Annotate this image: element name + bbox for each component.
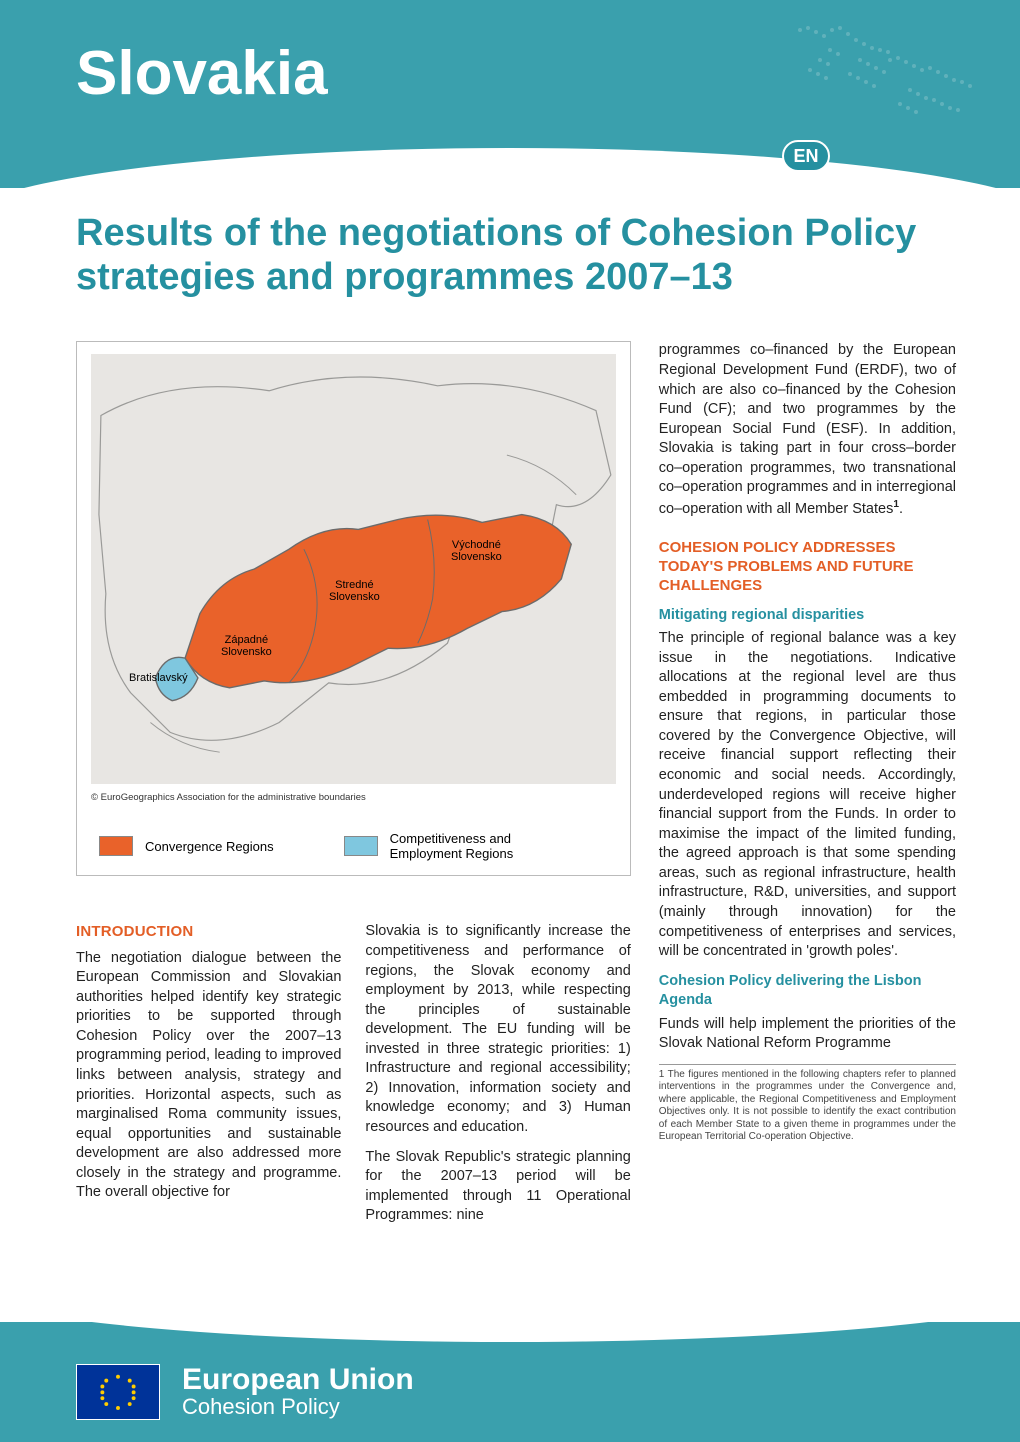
map-legend: Convergence Regions Competitiveness and …: [91, 831, 616, 861]
footer-band: European Union Cohesion Policy: [0, 1322, 1020, 1442]
intro-para-3: The Slovak Republic's strategic planning…: [365, 1148, 630, 1226]
left-column: VýchodnéSlovensko StrednéSlovensko Západ…: [76, 341, 631, 1235]
intro-columns: INTRODUCTION The negotiation dialogue be…: [76, 922, 631, 1235]
swatch-convergence: [99, 836, 133, 856]
subheading-2: Cohesion Policy delivering the Lisbon Ag…: [659, 972, 956, 1011]
footnote-1: 1 The figures mentioned in the following…: [659, 1064, 956, 1144]
europe-map-decoration: [760, 0, 1020, 160]
map-container: VýchodnéSlovensko StrednéSlovensko Západ…: [76, 341, 631, 876]
document-title: Results of the negotiations of Cohesion …: [76, 212, 956, 299]
main-columns: VýchodnéSlovensko StrednéSlovensko Západ…: [76, 341, 956, 1235]
footer-line-2: Cohesion Policy: [182, 1395, 414, 1419]
language-badge: EN: [782, 140, 830, 172]
subheading-1: Mitigating regional disparities: [659, 606, 956, 626]
intro-col-2: Slovakia is to significantly increase th…: [365, 922, 630, 1235]
sub2-para: Funds will help implement the priorities…: [659, 1015, 956, 1054]
intro-col-1: INTRODUCTION The negotiation dialogue be…: [76, 922, 341, 1235]
map-credit: © EuroGeographics Association for the ad…: [91, 792, 616, 803]
section-heading: COHESION POLICY ADDRESSES TODAY'S PROBLE…: [659, 539, 956, 595]
right-column: programmes co–financed by the European R…: [659, 341, 956, 1235]
slovakia-map: VýchodnéSlovensko StrednéSlovensko Západ…: [91, 354, 616, 784]
swatch-competitiveness: [344, 836, 378, 856]
sub1-para: The principle of regional balance was a …: [659, 629, 956, 962]
footer-line-1: European Union: [182, 1365, 414, 1395]
footer-text: European Union Cohesion Policy: [182, 1365, 414, 1419]
legend-label-convergence: Convergence Regions: [145, 839, 274, 854]
intro-para-2: Slovakia is to significantly increase th…: [365, 922, 630, 1137]
continuation-para: programmes co–financed by the European R…: [659, 341, 956, 519]
legend-label-competitiveness: Competitiveness and Employment Regions: [390, 831, 550, 861]
content-area: Results of the negotiations of Cohesion …: [0, 188, 1020, 1236]
intro-heading: INTRODUCTION: [76, 922, 341, 942]
region-label-bratislavsky: Bratislavský: [129, 672, 188, 684]
region-label-zapadne: ZápadnéSlovensko: [221, 634, 272, 658]
region-label-stredne: StrednéSlovensko: [329, 579, 380, 603]
legend-convergence: Convergence Regions: [99, 831, 274, 861]
region-label-vychodne: VýchodnéSlovensko: [451, 539, 502, 563]
footer-content: European Union Cohesion Policy: [76, 1364, 414, 1420]
eu-flag-icon: [76, 1364, 160, 1420]
intro-para-1: The negotiation dialogue between the Eur…: [76, 949, 341, 1203]
legend-competitiveness: Competitiveness and Employment Regions: [344, 831, 550, 861]
header-band: Slovakia EN: [0, 0, 1020, 188]
